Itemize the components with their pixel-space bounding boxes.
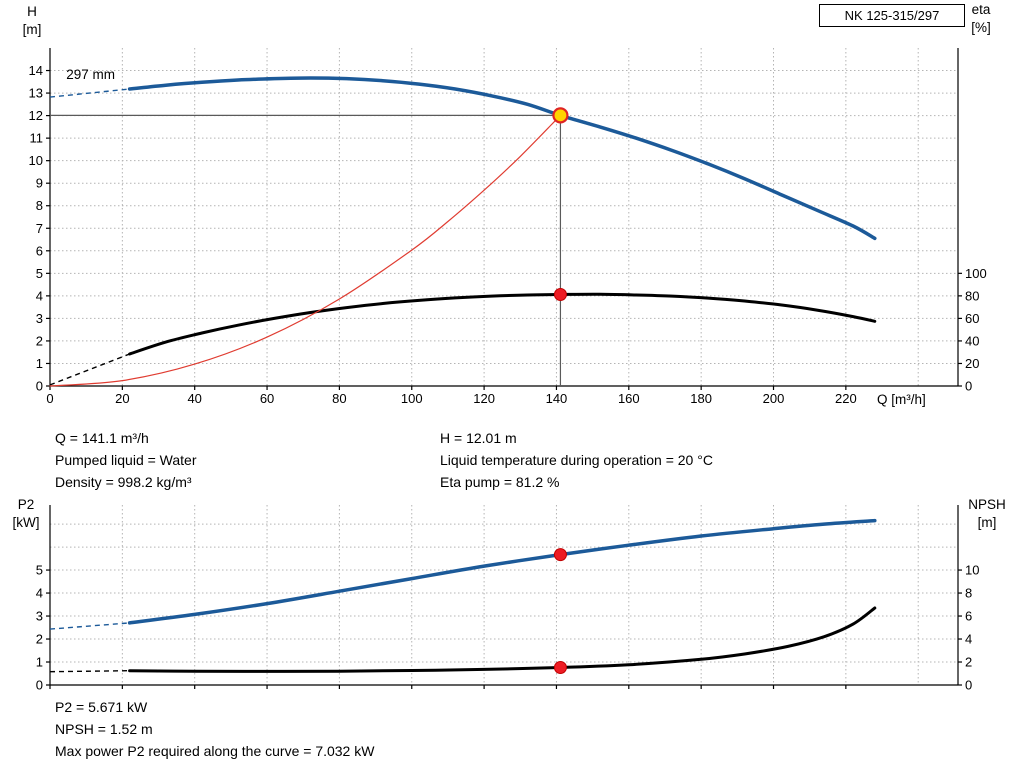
system-curve xyxy=(49,114,561,387)
duty-point-marker xyxy=(552,107,569,124)
head-efficiency-chart: 0 20 40 60 80 100 120 140 160 180 200 2200123456789… xyxy=(29,48,987,406)
axis-title-line: [kW] xyxy=(12,515,40,530)
pumped-liquid-text: Pumped liquid = Water xyxy=(55,452,197,468)
efficiency-curve-extrapolation xyxy=(49,353,130,386)
axis-title-line: NPSH xyxy=(968,497,1006,512)
x-tick-label: 80 xyxy=(332,391,346,406)
liquid-temperature-text: Liquid temperature during operation = 20… xyxy=(440,452,713,468)
y-left-tick-label: 2 xyxy=(36,333,43,348)
x-tick-label: 180 xyxy=(690,391,712,406)
y-right-tick-label: 10 xyxy=(965,563,979,578)
y-left-tick-label: 8 xyxy=(36,198,43,213)
x-tick-label: 220 xyxy=(835,391,857,406)
axis-title-line: [m] xyxy=(977,515,997,530)
p2-curve-extrapolation xyxy=(49,622,130,630)
efficiency-curve xyxy=(128,292,877,356)
x-tick-label: 20 xyxy=(115,391,129,406)
impeller-size-label: 297 mm xyxy=(66,67,115,82)
p2-curve xyxy=(127,518,877,625)
x-tick-label: 60 xyxy=(260,391,274,406)
npsh-curve-extrapolation xyxy=(49,670,130,673)
y-right-tick-label: 20 xyxy=(965,356,979,371)
head-value-text: H = 12.01 m xyxy=(440,430,517,446)
efficiency-point-marker xyxy=(553,288,567,302)
head-chart-left-axis-title: H [m] xyxy=(10,3,54,39)
y-right-tick-label: 100 xyxy=(965,266,987,281)
y-left-tick-label: 14 xyxy=(29,63,43,78)
axis-title-line: eta xyxy=(971,2,991,17)
flow-axis-title: Q [m³/h] xyxy=(877,392,926,407)
y-left-tick-label: 1 xyxy=(36,655,43,670)
y-left-tick-label: 2 xyxy=(36,632,43,647)
power-chart-right-axis-title: NPSH [m] xyxy=(956,496,1018,532)
y-left-tick-label: 0 xyxy=(36,678,43,693)
axis-title-line: P2 xyxy=(17,497,35,512)
axis-title-line: [%] xyxy=(971,20,991,35)
density-text: Density = 998.2 kg/m³ xyxy=(55,474,192,490)
y-left-tick-label: 12 xyxy=(29,108,43,123)
duty-info-column-1: Q = 141.1 m³/h Pumped liquid = Water Den… xyxy=(55,427,197,493)
head-chart-right-axis-title: eta [%] xyxy=(956,1,1006,37)
npsh-value-text: NPSH = 1.52 m xyxy=(55,721,153,737)
pump-curve-297mm xyxy=(127,76,877,241)
y-left-tick-label: 5 xyxy=(36,266,43,281)
y-right-tick-label: 8 xyxy=(965,586,972,601)
pump-curve-297mm-extrapolation xyxy=(49,88,130,98)
power-chart-left-axis-title: P2 [kW] xyxy=(2,496,50,532)
y-right-tick-label: 80 xyxy=(965,288,979,303)
axis-title-line: H xyxy=(27,4,37,19)
y-left-tick-label: 4 xyxy=(36,586,43,601)
x-tick-label: 140 xyxy=(546,391,568,406)
y-right-tick-label: 2 xyxy=(965,655,972,670)
x-tick-label: 120 xyxy=(473,391,495,406)
pump-model-box: NK 125-315/297 xyxy=(819,4,965,27)
eta-pump-text: Eta pump = 81.2 % xyxy=(440,474,560,490)
duty-info-column-2: H = 12.01 m Liquid temperature during op… xyxy=(440,427,713,493)
y-left-tick-label: 5 xyxy=(36,563,43,578)
npsh-curve xyxy=(128,606,877,673)
y-left-tick-label: 3 xyxy=(36,311,43,326)
x-tick-label: 100 xyxy=(401,391,423,406)
y-left-tick-label: 3 xyxy=(36,609,43,624)
y-left-tick-label: 7 xyxy=(36,221,43,236)
x-tick-label: 0 xyxy=(46,391,53,406)
y-left-tick-label: 9 xyxy=(36,176,43,191)
y-right-tick-label: 0 xyxy=(965,678,972,693)
y-right-tick-label: 40 xyxy=(965,333,979,348)
x-tick-label: 40 xyxy=(187,391,201,406)
y-right-tick-label: 4 xyxy=(965,632,972,647)
x-tick-label: 200 xyxy=(763,391,785,406)
power-npsh-chart: 0 1 2 3 4 5 0 2 4 6 8 10 xyxy=(36,505,979,693)
y-right-tick-label: 0 xyxy=(965,379,972,394)
y-left-tick-label: 11 xyxy=(30,131,44,146)
y-left-tick-label: 4 xyxy=(36,288,43,303)
y-left-tick-label: 1 xyxy=(36,356,43,371)
p2-value-text: P2 = 5.671 kW xyxy=(55,699,148,715)
power-info-block: P2 = 5.671 kW NPSH = 1.52 m Max power P2… xyxy=(55,696,374,762)
y-left-tick-label: 6 xyxy=(36,243,43,258)
y-left-tick-label: 10 xyxy=(29,153,43,168)
pump-model-label: NK 125-315/297 xyxy=(844,8,940,23)
y-left-tick-label: 0 xyxy=(36,379,43,394)
npsh-point-marker xyxy=(553,661,567,675)
p2-point-marker xyxy=(553,548,567,562)
y-right-tick-label: 6 xyxy=(965,609,972,624)
flow-value-text: Q = 141.1 m³/h xyxy=(55,430,149,446)
y-left-tick-label: 13 xyxy=(29,86,43,101)
max-power-text: Max power P2 required along the curve = … xyxy=(55,743,375,759)
axis-title-line: [m] xyxy=(22,22,42,37)
x-tick-label: 160 xyxy=(618,391,640,406)
y-right-tick-label: 60 xyxy=(965,311,979,326)
